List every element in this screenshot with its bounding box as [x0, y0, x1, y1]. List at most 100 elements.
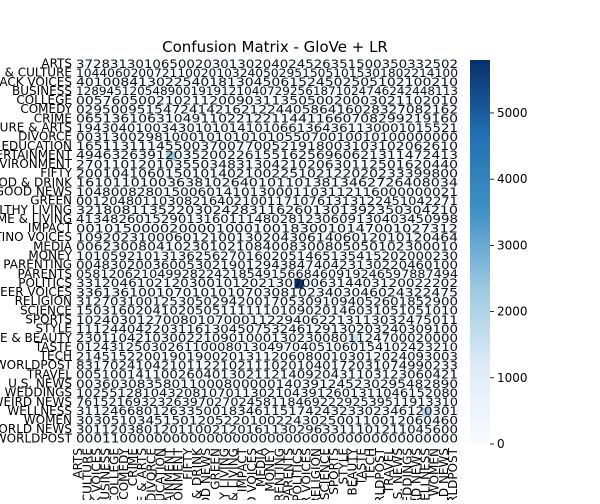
heatmap-cell — [422, 306, 432, 317]
heatmap-cell — [84, 114, 94, 125]
heatmap-cell — [321, 206, 332, 216]
heatmap-cell — [193, 151, 204, 161]
heatmap-cell — [267, 352, 277, 363]
heatmap-cell — [120, 60, 131, 70]
heatmap-cell — [312, 407, 323, 417]
heatmap-cell — [93, 133, 103, 143]
heatmap-cell — [84, 297, 94, 308]
heatmap-cell — [75, 261, 85, 271]
cell-count-row: 4010084130225401813045061524502505102100… — [76, 75, 458, 89]
heatmap-cell — [294, 206, 304, 216]
heatmap-cell — [331, 434, 341, 445]
heatmap-cell — [367, 297, 378, 308]
heatmap-cell — [102, 297, 112, 308]
heatmap-cell — [285, 105, 295, 116]
heatmap-cell — [212, 224, 222, 235]
heatmap-cell — [285, 87, 295, 97]
heatmap-cell — [139, 279, 149, 289]
heatmap-cell — [376, 370, 387, 381]
heatmap-cell — [413, 279, 423, 289]
heatmap-cell — [166, 270, 176, 280]
heatmap-cell — [193, 87, 204, 97]
heatmap-cell — [276, 142, 286, 152]
heatmap-cell — [413, 334, 423, 344]
heatmap-cell — [395, 261, 405, 271]
heatmap-cell — [331, 124, 341, 134]
heatmap-cell — [212, 352, 222, 363]
heatmap-cell — [111, 252, 122, 262]
heatmap-cell — [75, 380, 85, 390]
heatmap-cell — [267, 316, 277, 326]
heatmap-cell — [139, 398, 149, 408]
heatmap-cell — [248, 434, 259, 445]
heatmap-cell — [276, 178, 286, 189]
heatmap-cell — [385, 361, 396, 372]
heatmap-cell — [385, 325, 396, 335]
heatmap-cell — [376, 270, 387, 280]
heatmap-cell — [175, 279, 186, 289]
heatmap-cell — [139, 78, 149, 88]
heatmap-cell — [139, 242, 149, 253]
heatmap-cell — [111, 306, 122, 317]
heatmap-cell — [303, 233, 314, 244]
heatmap-cell — [230, 407, 240, 417]
heatmap-cell — [239, 306, 250, 317]
heatmap-cell — [376, 96, 387, 107]
heatmap-cell — [431, 87, 442, 97]
cell-count-row: 1025512810432081070113021043912601311046… — [76, 386, 458, 400]
heatmap-cell — [276, 398, 286, 408]
heatmap-cell — [129, 224, 140, 235]
heatmap-cell — [395, 105, 405, 116]
heatmap-cell — [93, 206, 103, 216]
heatmap-cell — [303, 325, 314, 335]
heatmap-cell — [221, 78, 231, 88]
x-tick-label: CULTURE & ARTS — [135, 448, 149, 500]
heatmap-cell — [75, 361, 85, 372]
heatmap-cell — [440, 169, 451, 180]
heatmap-cell — [166, 343, 176, 353]
heatmap-cell — [358, 169, 368, 180]
heatmap-cell — [230, 343, 240, 353]
heatmap-cell — [358, 224, 368, 235]
heatmap-cell — [440, 398, 451, 408]
heatmap-cell — [312, 252, 323, 262]
heatmap-cell — [303, 142, 314, 152]
heatmap-cell — [102, 380, 112, 390]
heatmap-cell — [184, 188, 195, 198]
heatmap-cell — [148, 334, 158, 344]
heatmap-cell — [440, 114, 451, 125]
heatmap-cell — [239, 425, 250, 436]
heatmap-cell — [193, 370, 204, 381]
heatmap-cell — [129, 96, 140, 107]
heatmap-cell — [349, 69, 359, 79]
heatmap-cell — [84, 434, 94, 445]
heatmap-cell — [111, 78, 122, 88]
heatmap-cell — [358, 334, 368, 344]
heatmap-cell — [449, 343, 460, 353]
heatmap-cell — [340, 78, 350, 88]
heatmap-cell — [166, 178, 176, 189]
heatmap-cell — [385, 380, 396, 390]
y-tick-label: SPORTS — [25, 312, 72, 326]
heatmap-cell — [175, 352, 186, 363]
heatmap-cell — [129, 334, 140, 344]
cell-count-row: 2701101201035503483130421020630112501620… — [76, 157, 458, 171]
heatmap-cell — [248, 380, 259, 390]
heatmap-cell — [248, 270, 259, 280]
heatmap-cell — [404, 306, 414, 317]
heatmap-cell — [203, 60, 213, 70]
heatmap-cell — [449, 133, 460, 143]
heatmap-cell — [257, 343, 268, 353]
heatmap-cell — [111, 151, 122, 161]
heatmap-cell — [166, 389, 176, 399]
heatmap-cell — [395, 169, 405, 180]
heatmap-cell — [358, 352, 368, 363]
heatmap-cell — [175, 252, 186, 262]
heatmap-cell — [175, 124, 186, 134]
heatmap-cell — [102, 416, 112, 427]
y-tick-label: RELIGION — [15, 294, 72, 308]
heatmap-cell — [230, 105, 240, 116]
heatmap-cell — [276, 87, 286, 97]
heatmap-cell — [294, 178, 304, 189]
heatmap-cell — [321, 288, 332, 299]
